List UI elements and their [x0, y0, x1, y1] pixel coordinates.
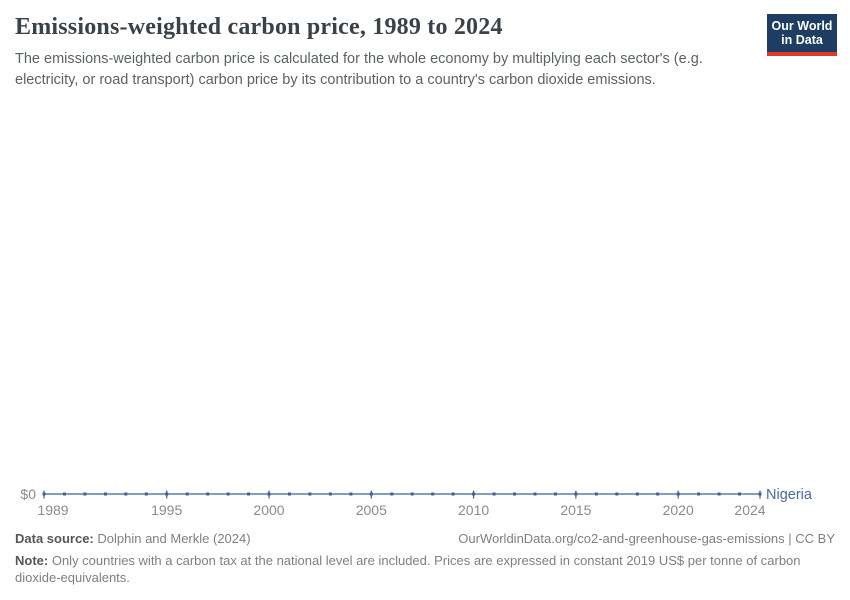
data-point-marker[interactable]	[185, 492, 189, 496]
data-point-marker[interactable]	[472, 492, 476, 496]
data-point-marker[interactable]	[83, 492, 87, 496]
data-point-marker[interactable]	[124, 492, 128, 496]
data-point-marker[interactable]	[410, 492, 414, 496]
data-point-marker[interactable]	[553, 492, 557, 496]
data-source-value: Dolphin and Merkle (2024)	[97, 531, 251, 546]
data-source: Data source: Dolphin and Merkle (2024)	[15, 531, 251, 546]
data-point-marker[interactable]	[247, 492, 251, 496]
title-block: Emissions-weighted carbon price, 1989 to…	[15, 14, 730, 90]
data-point-marker[interactable]	[492, 492, 496, 496]
data-point-marker[interactable]	[635, 492, 639, 496]
data-point-marker[interactable]	[717, 492, 721, 496]
data-point-marker[interactable]	[144, 492, 148, 496]
chart-footer: Data source: Dolphin and Merkle (2024) O…	[15, 531, 835, 587]
owid-logo[interactable]: Our World in Data	[767, 14, 837, 56]
data-point-marker[interactable]	[615, 492, 619, 496]
data-point-marker[interactable]	[758, 492, 762, 496]
x-tick-label: 1989	[37, 502, 68, 518]
chart-header: Emissions-weighted carbon price, 1989 to…	[15, 14, 837, 90]
data-point-marker[interactable]	[594, 492, 598, 496]
data-point-marker[interactable]	[369, 492, 373, 496]
chart-note: Note: Only countries with a carbon tax a…	[15, 553, 835, 587]
data-point-marker[interactable]	[288, 492, 291, 496]
data-point-marker[interactable]	[328, 492, 332, 496]
data-point-marker[interactable]	[533, 492, 537, 496]
data-point-marker[interactable]	[738, 492, 741, 496]
x-tick-label: 2000	[253, 502, 284, 518]
data-point-marker[interactable]	[226, 492, 230, 496]
data-point-marker[interactable]	[697, 492, 701, 496]
x-tick-label: 2015	[560, 502, 591, 518]
owid-logo-line1: Our World	[771, 19, 833, 33]
owid-logo-line2: in Data	[781, 33, 823, 47]
data-source-label: Data source:	[15, 531, 94, 546]
note-label: Note:	[15, 553, 49, 568]
chart-title: Emissions-weighted carbon price, 1989 to…	[15, 14, 503, 40]
data-point-marker[interactable]	[431, 492, 435, 496]
chart-subtitle: The emissions-weighted carbon price is c…	[15, 51, 703, 88]
data-point-marker[interactable]	[656, 492, 660, 496]
data-point-marker[interactable]	[42, 492, 46, 496]
data-point-marker[interactable]	[206, 492, 210, 496]
attribution: OurWorldinData.org/co2-and-greenhouse-ga…	[458, 531, 835, 546]
data-point-marker[interactable]	[451, 492, 455, 496]
x-tick-label: 1995	[151, 502, 182, 518]
x-tick-label: 2024	[734, 502, 765, 518]
data-point-marker[interactable]	[308, 492, 312, 496]
entity-label-nigeria[interactable]: Nigeria	[766, 487, 813, 503]
data-point-marker[interactable]	[267, 492, 271, 496]
note-text: Only countries with a carbon tax at the …	[15, 553, 801, 585]
line-chart[interactable]: 1989 1995 2000 2005 2010 2015 2020 2024 $0 Nigeri…	[0, 470, 850, 525]
x-tick-label: 2020	[663, 502, 694, 518]
data-point-marker[interactable]	[165, 492, 169, 496]
data-point-marker[interactable]	[349, 492, 353, 496]
data-point-marker[interactable]	[513, 492, 516, 496]
data-point-marker[interactable]	[103, 492, 107, 496]
data-point-marker[interactable]	[390, 492, 394, 496]
y-tick-label: $0	[20, 486, 36, 502]
x-tick-label: 2005	[356, 502, 387, 518]
source-row: Data source: Dolphin and Merkle (2024) O…	[15, 531, 835, 546]
data-point-marker[interactable]	[63, 492, 66, 496]
data-point-marker[interactable]	[574, 492, 578, 496]
x-tick-label: 2010	[458, 502, 489, 518]
data-point-marker[interactable]	[676, 492, 680, 496]
